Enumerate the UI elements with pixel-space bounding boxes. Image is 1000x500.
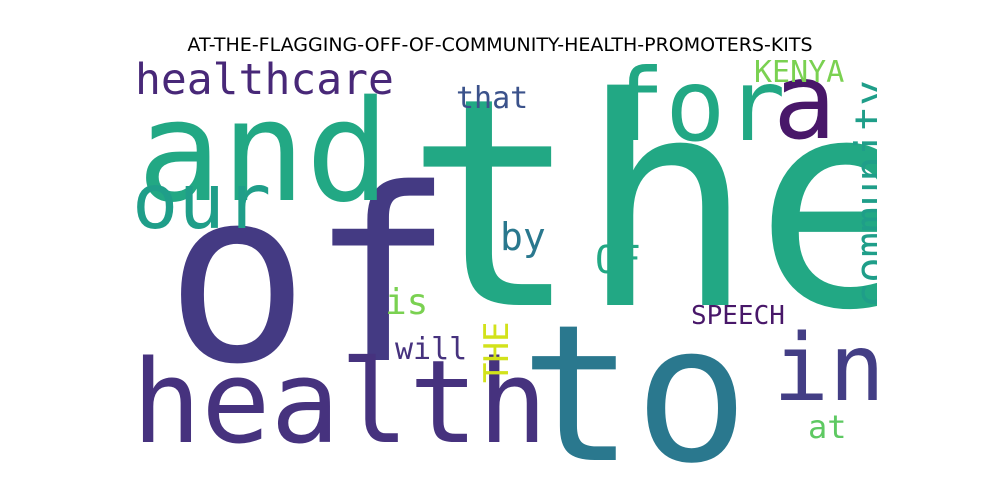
word-cloud: the of to and health for a our in health… xyxy=(125,37,929,500)
word-a: a xyxy=(773,60,836,163)
word-that: that xyxy=(456,81,528,116)
word-by: by xyxy=(500,215,546,259)
word-cloud-title: AT-THE-FLAGGING-OFF-OF-COMMUNITY-HEALTH-… xyxy=(187,34,813,56)
word-THE-upper: THE xyxy=(477,322,517,383)
word-is: is xyxy=(385,282,428,323)
word-will: will xyxy=(395,332,467,367)
word-KENYA: KENYA xyxy=(754,60,844,90)
word-health: health xyxy=(132,336,547,470)
word-in: in xyxy=(773,314,877,422)
word-community: community xyxy=(846,80,877,308)
word-of: of xyxy=(165,137,454,417)
word-SPEECH: SPEECH xyxy=(691,301,785,331)
word-OF-upper: OF xyxy=(595,238,641,282)
word-healthcare: healthcare xyxy=(135,60,394,105)
word-and: and xyxy=(137,71,390,234)
word-at: at xyxy=(808,408,847,446)
word-to: to xyxy=(520,284,749,480)
word-for: for xyxy=(605,60,786,164)
word-the: the xyxy=(405,60,877,374)
word-our: our xyxy=(132,158,271,247)
